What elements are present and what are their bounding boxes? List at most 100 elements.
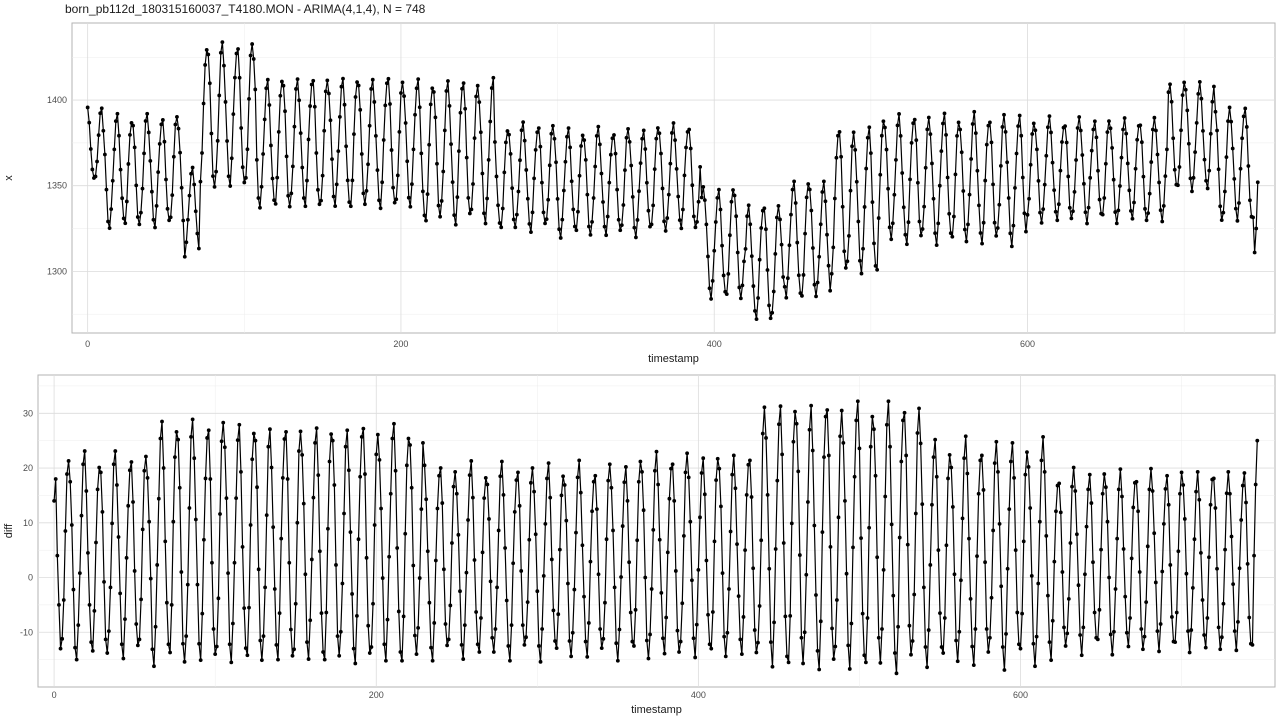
data-point	[494, 174, 499, 179]
data-point	[455, 195, 460, 200]
data-point	[944, 543, 949, 548]
data-point	[359, 434, 364, 439]
data-point	[431, 90, 436, 94]
data-point	[837, 130, 842, 134]
data-point	[527, 537, 532, 542]
data-point	[1092, 610, 1097, 615]
data-point	[701, 456, 706, 461]
data-point	[632, 644, 636, 648]
data-point	[467, 211, 472, 216]
x-tick-label: 600	[1013, 690, 1028, 700]
data-point	[981, 220, 986, 225]
data-point	[366, 623, 371, 628]
data-point	[483, 476, 488, 480]
data-point	[405, 159, 410, 164]
data-point	[944, 132, 948, 137]
data-point	[688, 146, 693, 151]
data-point	[1213, 109, 1218, 114]
data-point	[898, 133, 903, 138]
data-point	[810, 448, 815, 453]
x-tick-label: 400	[707, 339, 722, 349]
data-point	[168, 650, 172, 655]
data-point	[151, 217, 156, 222]
data-point	[538, 144, 543, 149]
data-point	[565, 134, 569, 139]
data-point	[491, 650, 496, 654]
data-point	[190, 417, 195, 422]
data-point	[1184, 571, 1189, 576]
data-point	[226, 174, 231, 179]
data-point	[292, 124, 297, 129]
data-point	[393, 468, 398, 473]
data-point	[611, 528, 615, 533]
data-point	[1086, 487, 1091, 492]
data-point	[685, 451, 689, 456]
data-point	[690, 578, 694, 583]
data-point	[779, 242, 784, 247]
data-point	[765, 268, 770, 272]
data-point	[60, 636, 65, 641]
data-point	[583, 639, 588, 644]
data-point	[214, 169, 219, 174]
data-point	[268, 427, 272, 432]
data-point	[1138, 123, 1143, 128]
data-point	[326, 526, 330, 531]
data-point	[215, 138, 220, 143]
data-point	[377, 198, 381, 203]
data-point	[1119, 155, 1124, 160]
data-point	[245, 653, 250, 658]
data-point	[474, 94, 479, 99]
data-point	[102, 580, 106, 584]
data-point	[748, 222, 753, 227]
data-point	[1180, 93, 1185, 97]
data-point	[796, 469, 801, 474]
data-point	[52, 498, 57, 503]
data-point	[140, 186, 145, 191]
data-point	[166, 642, 171, 647]
data-point	[892, 192, 897, 197]
data-point	[314, 426, 319, 430]
data-point	[506, 644, 511, 648]
data-point	[554, 160, 558, 165]
data-point	[1013, 548, 1018, 553]
data-point	[272, 198, 276, 202]
data-point	[858, 258, 862, 263]
data-point	[992, 220, 997, 225]
data-point	[123, 221, 128, 226]
data-point	[363, 202, 367, 207]
data-point	[1199, 550, 1203, 555]
data-point	[414, 86, 419, 91]
data-point	[652, 468, 657, 473]
data-point	[256, 196, 261, 200]
data-point	[687, 127, 692, 132]
data-point	[174, 430, 179, 434]
data-point	[959, 578, 963, 583]
data-point	[313, 440, 317, 445]
data-point	[106, 219, 110, 224]
data-point	[607, 462, 612, 467]
data-point	[681, 534, 686, 538]
data-point	[112, 147, 117, 152]
data-point	[941, 121, 945, 126]
data-point	[480, 171, 485, 176]
data-point	[488, 119, 493, 124]
data-point	[566, 581, 570, 586]
data-point	[549, 131, 554, 136]
data-point	[1083, 210, 1088, 215]
data-point	[849, 621, 854, 626]
data-point	[1252, 250, 1257, 255]
data-point	[754, 317, 759, 322]
data-point	[533, 532, 538, 537]
data-point	[939, 149, 944, 154]
data-point	[277, 611, 282, 616]
data-point	[1112, 629, 1116, 634]
data-point	[826, 263, 831, 268]
data-point	[989, 595, 994, 600]
data-point	[345, 178, 350, 183]
data-point	[1074, 158, 1078, 162]
data-point	[466, 518, 470, 522]
data-point	[958, 127, 963, 132]
data-point	[478, 130, 483, 135]
series-points	[52, 399, 1260, 676]
data-point	[345, 428, 350, 433]
